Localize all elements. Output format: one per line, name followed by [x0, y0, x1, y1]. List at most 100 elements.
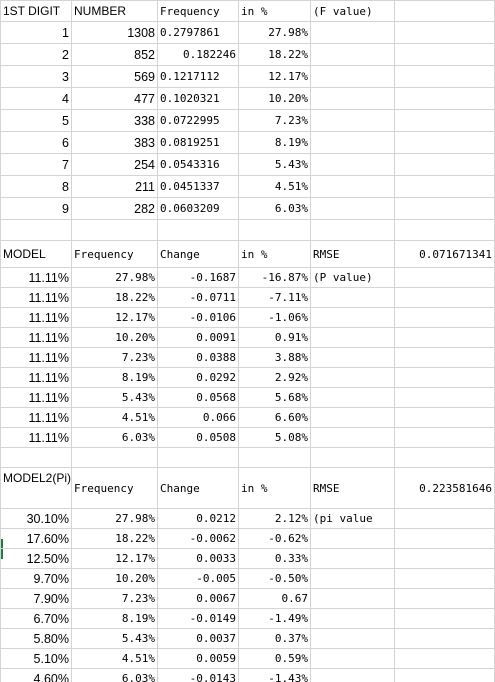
- cell-r8-c1[interactable]: 7: [0, 154, 72, 176]
- cell-r32-c1[interactable]: 4.60%: [0, 669, 72, 682]
- cell-r28-c2[interactable]: 7.23%: [72, 589, 158, 609]
- cell-r5-c3[interactable]: 0.1020321: [158, 88, 239, 110]
- cell-r9-c5[interactable]: [311, 176, 395, 198]
- cell-r7-c3[interactable]: 0.0819251: [158, 132, 239, 154]
- cell-r9-c3[interactable]: 0.0451337: [158, 176, 239, 198]
- cell-r7-c6[interactable]: [395, 132, 495, 154]
- cell-r15-c6[interactable]: [395, 308, 495, 328]
- cell-r23-c6[interactable]: 0.223581646: [395, 468, 495, 509]
- cell-r8-c2[interactable]: 254: [72, 154, 158, 176]
- cell-r20-c3[interactable]: 0.066: [158, 408, 239, 428]
- cell-r17-c6[interactable]: [395, 348, 495, 368]
- cell-r29-c1[interactable]: 6.70%: [0, 609, 72, 629]
- cell-r28-c1[interactable]: 7.90%: [0, 589, 72, 609]
- cell-r24-c6[interactable]: [395, 509, 495, 529]
- cell-r28-c5[interactable]: [311, 589, 395, 609]
- cell-r7-c1[interactable]: 6: [0, 132, 72, 154]
- cell-r22-c4[interactable]: [239, 448, 311, 468]
- cell-r4-c5[interactable]: [311, 66, 395, 88]
- cell-r10-c1[interactable]: 9: [0, 198, 72, 220]
- cell-r3-c3[interactable]: 0.182246: [158, 44, 239, 66]
- cell-r26-c1[interactable]: 12.50%: [0, 549, 72, 569]
- cell-r29-c6[interactable]: [395, 609, 495, 629]
- cell-r19-c5[interactable]: [311, 388, 395, 408]
- cell-r2-c2[interactable]: 1308: [72, 22, 158, 44]
- cell-r14-c5[interactable]: [311, 288, 395, 308]
- cell-r8-c3[interactable]: 0.0543316: [158, 154, 239, 176]
- cell-r32-c4[interactable]: -1.43%: [239, 669, 311, 682]
- cell-r18-c2[interactable]: 8.19%: [72, 368, 158, 388]
- cell-r2-c3[interactable]: 0.2797861: [158, 22, 239, 44]
- cell-r14-c6[interactable]: [395, 288, 495, 308]
- cell-r28-c6[interactable]: [395, 589, 495, 609]
- cell-r30-c5[interactable]: [311, 629, 395, 649]
- cell-r16-c5[interactable]: [311, 328, 395, 348]
- cell-r18-c3[interactable]: 0.0292: [158, 368, 239, 388]
- cell-r23-c4[interactable]: in %: [239, 468, 311, 509]
- cell-r5-c1[interactable]: 4: [0, 88, 72, 110]
- cell-r17-c1[interactable]: 11.11%: [0, 348, 72, 368]
- cell-r20-c6[interactable]: [395, 408, 495, 428]
- cell-r28-c4[interactable]: 0.67: [239, 589, 311, 609]
- cell-r23-c1[interactable]: MODEL2(Pi): [0, 468, 72, 509]
- cell-r4-c1[interactable]: 3: [0, 66, 72, 88]
- cell-r12-c1[interactable]: MODEL: [0, 241, 72, 268]
- cell-r6-c4[interactable]: 7.23%: [239, 110, 311, 132]
- cell-r2-c1[interactable]: 1: [0, 22, 72, 44]
- cell-r5-c5[interactable]: [311, 88, 395, 110]
- cell-r6-c1[interactable]: 5: [0, 110, 72, 132]
- cell-r1-c1[interactable]: 1ST DIGIT: [0, 0, 72, 22]
- cell-r31-c3[interactable]: 0.0059: [158, 649, 239, 669]
- cell-r27-c1[interactable]: 9.70%: [0, 569, 72, 589]
- cell-r8-c4[interactable]: 5.43%: [239, 154, 311, 176]
- cell-r29-c3[interactable]: -0.0149: [158, 609, 239, 629]
- cell-r10-c6[interactable]: [395, 198, 495, 220]
- cell-r21-c4[interactable]: 5.08%: [239, 428, 311, 448]
- cell-r21-c6[interactable]: [395, 428, 495, 448]
- cell-r14-c3[interactable]: -0.0711: [158, 288, 239, 308]
- cell-r9-c1[interactable]: 8: [0, 176, 72, 198]
- cell-r24-c5[interactable]: (pi value: [311, 509, 395, 529]
- cell-r13-c3[interactable]: -0.1687: [158, 268, 239, 288]
- cell-r27-c4[interactable]: -0.50%: [239, 569, 311, 589]
- cell-r27-c2[interactable]: 10.20%: [72, 569, 158, 589]
- cell-r26-c6[interactable]: [395, 549, 495, 569]
- cell-r31-c6[interactable]: [395, 649, 495, 669]
- cell-r3-c1[interactable]: 2: [0, 44, 72, 66]
- cell-r22-c3[interactable]: [158, 448, 239, 468]
- cell-r23-c2[interactable]: Frequency: [72, 468, 158, 509]
- cell-r11-c5[interactable]: [311, 220, 395, 241]
- cell-r25-c5[interactable]: [311, 529, 395, 549]
- cell-r30-c2[interactable]: 5.43%: [72, 629, 158, 649]
- cell-r1-c6[interactable]: [395, 0, 495, 22]
- cell-r29-c2[interactable]: 8.19%: [72, 609, 158, 629]
- cell-r5-c4[interactable]: 10.20%: [239, 88, 311, 110]
- cell-r15-c2[interactable]: 12.17%: [72, 308, 158, 328]
- cell-r16-c3[interactable]: 0.0091: [158, 328, 239, 348]
- cell-r21-c2[interactable]: 6.03%: [72, 428, 158, 448]
- cell-r3-c4[interactable]: 18.22%: [239, 44, 311, 66]
- cell-r30-c3[interactable]: 0.0037: [158, 629, 239, 649]
- cell-r12-c3[interactable]: Change: [158, 241, 239, 268]
- cell-r19-c1[interactable]: 11.11%: [0, 388, 72, 408]
- cell-r25-c2[interactable]: 18.22%: [72, 529, 158, 549]
- cell-r4-c6[interactable]: [395, 66, 495, 88]
- cell-r25-c6[interactable]: [395, 529, 495, 549]
- cell-r11-c6[interactable]: [395, 220, 495, 241]
- cell-r23-c5[interactable]: RMSE: [311, 468, 395, 509]
- cell-r29-c5[interactable]: [311, 609, 395, 629]
- cell-r11-c2[interactable]: [72, 220, 158, 241]
- cell-r18-c5[interactable]: [311, 368, 395, 388]
- cell-r30-c1[interactable]: 5.80%: [0, 629, 72, 649]
- cell-r6-c3[interactable]: 0.0722995: [158, 110, 239, 132]
- cell-r10-c2[interactable]: 282: [72, 198, 158, 220]
- cell-r12-c2[interactable]: Frequency: [72, 241, 158, 268]
- cell-r12-c6[interactable]: 0.071671341: [395, 241, 495, 268]
- cell-r28-c3[interactable]: 0.0067: [158, 589, 239, 609]
- cell-r24-c3[interactable]: 0.0212: [158, 509, 239, 529]
- cell-r7-c4[interactable]: 8.19%: [239, 132, 311, 154]
- cell-r9-c2[interactable]: 211: [72, 176, 158, 198]
- cell-r20-c4[interactable]: 6.60%: [239, 408, 311, 428]
- cell-r20-c2[interactable]: 4.51%: [72, 408, 158, 428]
- cell-r32-c5[interactable]: [311, 669, 395, 682]
